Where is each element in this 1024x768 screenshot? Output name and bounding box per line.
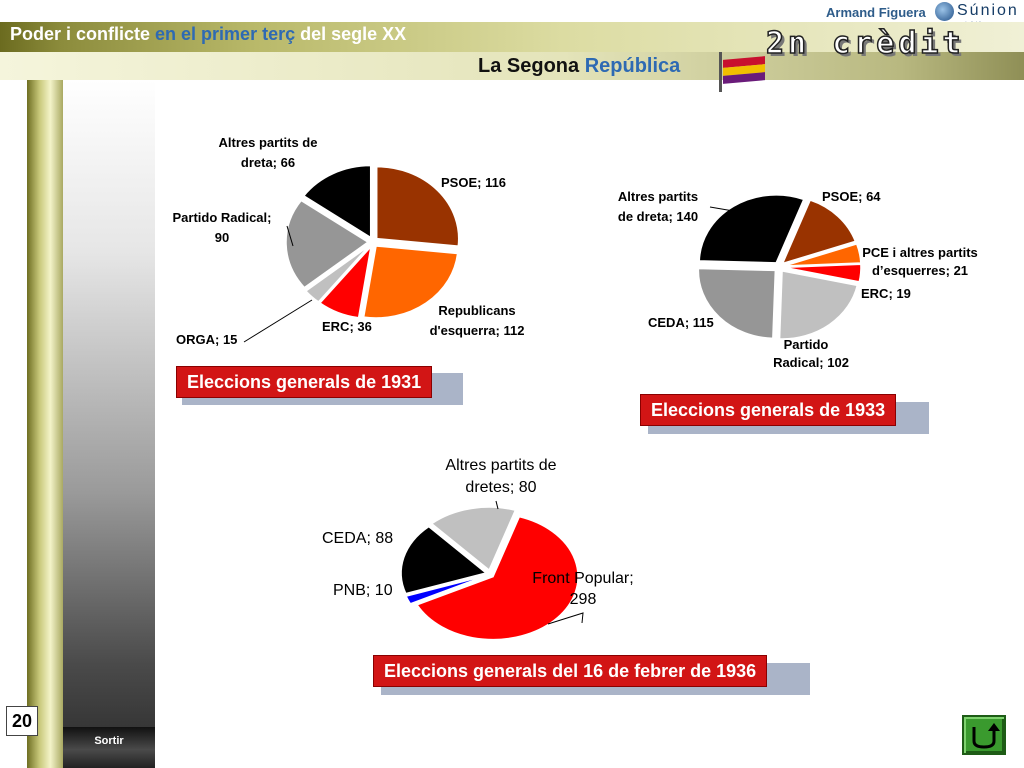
label-1933-pce-line1: PCE i altres partits [862,245,978,260]
page-number: 20 [6,706,38,736]
exit-button[interactable]: Sortir [63,727,155,768]
leader-line-altres-1936 [495,500,499,510]
back-nav-button[interactable] [962,715,1006,755]
pie1-slice-orga [304,244,371,303]
side-bar-grey [63,80,155,768]
title-part-3: del segle XX [300,24,407,44]
pie1-slice-partido-radical [285,199,370,289]
sunion-logo: Súnion [957,2,1019,19]
leader-line-partido-radical-1931 [286,225,294,247]
label-1936-altres-line2: dretes; 80 [465,479,536,496]
label-1933-radical-line2: Radical; 102 [773,355,849,370]
pie3-slice-pnb [404,574,487,605]
label-1933-psoe: PSOE; 64 [822,189,881,204]
label-1931-radical-line2: 90 [215,230,229,245]
label-1936-ceda: CEDA; 88 [322,530,393,547]
side-bar-gold [27,80,63,768]
pie2-slice-altres-partits-de-dreta [698,194,805,264]
sunion-logo-icon [935,2,954,21]
pie1-slice-republicans-d-esquerra [362,245,459,319]
label-1936-pnb: PNB; 10 [333,582,393,599]
label-1936-altres-line1: Altres partits de [445,457,556,474]
credit-label: 2n crèdit [765,25,965,62]
label-1933-pce-line2: d’esquerres; 21 [872,263,968,278]
label-1931-erc: ERC; 36 [322,319,372,334]
pie1-slice-psoe [375,165,460,247]
pie-1933 [697,194,862,340]
leader-line-orga-1931 [243,299,313,343]
label-1931-altres-line1: Altres partits de [219,135,318,150]
pie2-slice-pce-i-altres-partits-d-esquerres [783,242,862,267]
label-1931-orga: ORGA; 15 [176,332,237,347]
label-1933-altres-line1: Altres partits [618,189,698,204]
subtitle-part-2: República [584,55,681,77]
slide-title: Poder i conflicte en el primer terç del … [10,24,406,45]
title-part-2: en el primer terç [155,24,301,44]
pie3-slice-front-popular [415,515,579,641]
label-1933-altres-line2: de dreta; 140 [618,209,698,224]
flag-pole [719,52,722,92]
pie-1931 [285,164,460,319]
pie-1936 [400,506,579,641]
pie2-slice-psoe [781,199,857,265]
subtitle-part-1: La Segona [478,55,585,77]
pie3-slice-ceda [400,525,488,595]
pie1-slice-erc [318,244,373,319]
label-1933-erc: ERC; 19 [861,286,911,301]
pie2-slice-erc [783,263,862,283]
slide-subtitle: La Segona República [478,55,680,78]
label-1933-radical-line1: Partido [784,337,829,352]
label-1936-front-line1: Front Popular; [532,570,633,587]
label-1931-psoe: PSOE; 116 [441,175,506,190]
caption-1933: Eleccions generals de 1933 [640,394,897,426]
title-band [0,22,1024,52]
pie2-slice-partido-radical [778,270,859,340]
caption-1936: Eleccions generals del 16 de febrer de 1… [373,655,768,687]
label-1931-republicans-line2: d'esquerra; 112 [430,323,525,338]
title-part-1: Poder i conflicte [10,24,156,44]
pie2-slice-ceda [697,267,777,340]
leader-line-front-popular-1936 [547,612,584,625]
pie3-slice-altres-partits-de-dretes [430,506,517,572]
label-1936-front-line2: 298 [570,591,597,608]
label-1931-radical-line1: Partido Radical; [173,210,272,225]
subtitle-band [0,52,1024,80]
caption-1931: Eleccions generals de 1931 [176,366,433,398]
pie1-slice-altres-partits-de-dreta [302,164,372,239]
u-turn-arrow-icon [972,723,1000,749]
label-1931-altres-line2: dreta; 66 [241,155,295,170]
label-1933-ceda: CEDA; 115 [648,315,714,330]
label-1931-republicans-line1: Republicans [438,303,515,318]
author-name: Armand Figuera [826,5,926,20]
leader-line-altres-1933 [709,206,746,214]
